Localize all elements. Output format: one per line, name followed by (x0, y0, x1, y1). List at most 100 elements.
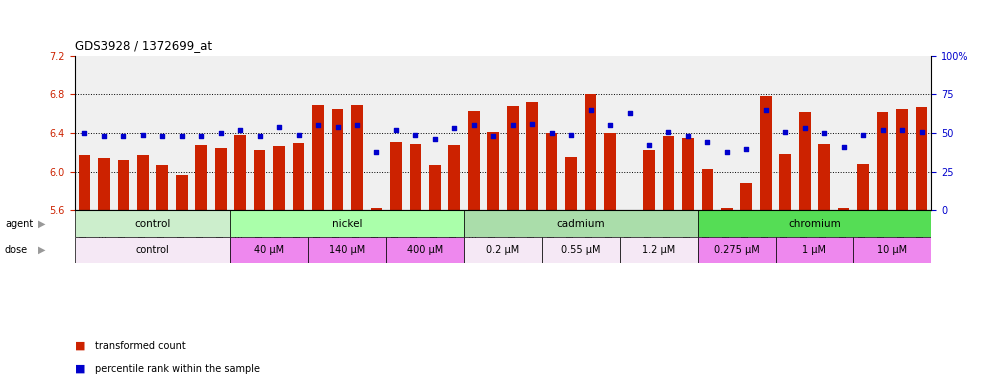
Bar (623, 210, 635, 214)
Text: dose: dose (5, 245, 28, 255)
Point (583, 107, 599, 113)
Bar (176, 175, 187, 210)
Point (134, 132, 150, 138)
Bar (896, 109, 908, 210)
Point (758, 107, 774, 113)
Text: agent: agent (5, 218, 33, 228)
Bar (854, 237, 931, 263)
Point (427, 136, 443, 142)
Point (563, 132, 579, 138)
Bar (662, 136, 674, 210)
Point (310, 122, 326, 128)
Bar (464, 237, 542, 263)
Point (524, 121, 540, 127)
Bar (858, 164, 869, 210)
Text: 1.2 μM: 1.2 μM (642, 245, 675, 255)
Bar (230, 237, 309, 263)
Point (407, 132, 423, 138)
Point (291, 132, 307, 138)
Bar (309, 237, 386, 263)
Bar (697, 237, 776, 263)
Point (349, 122, 365, 128)
Point (505, 122, 521, 128)
Bar (721, 209, 733, 210)
Point (544, 130, 560, 136)
Bar (682, 138, 694, 210)
Bar (215, 147, 226, 210)
Text: ▶: ▶ (38, 245, 46, 255)
Point (213, 130, 229, 136)
Point (856, 132, 872, 138)
Bar (799, 112, 811, 210)
Bar (546, 133, 558, 210)
Bar (542, 237, 620, 263)
Point (894, 127, 910, 133)
Text: 0.275 μM: 0.275 μM (714, 245, 760, 255)
Bar (566, 157, 577, 210)
Text: ▶: ▶ (38, 218, 46, 228)
Bar (371, 209, 382, 210)
Text: transformed count: transformed count (95, 341, 185, 351)
Point (797, 125, 813, 131)
Bar (487, 132, 499, 210)
Point (252, 133, 268, 139)
Point (777, 128, 793, 134)
Bar (195, 145, 207, 210)
Bar (838, 209, 850, 210)
Text: 40 μM: 40 μM (254, 245, 285, 255)
Bar (409, 144, 421, 210)
Bar (780, 154, 791, 210)
Bar (643, 151, 654, 210)
Text: 0.55 μM: 0.55 μM (561, 245, 601, 255)
Text: ■: ■ (75, 364, 86, 374)
Text: chromium: chromium (788, 218, 841, 228)
Point (96, 133, 112, 139)
Text: percentile rank within the sample: percentile rank within the sample (95, 364, 260, 374)
Point (680, 133, 696, 139)
Bar (468, 111, 480, 210)
Bar (75, 210, 230, 237)
Point (271, 124, 287, 130)
Bar (98, 158, 110, 210)
Point (738, 146, 754, 152)
Point (77, 130, 93, 136)
Bar (254, 151, 266, 210)
Point (622, 110, 637, 116)
Point (817, 130, 833, 136)
Point (173, 133, 189, 139)
Point (485, 133, 501, 139)
Bar (390, 142, 401, 210)
Bar (605, 133, 616, 210)
Point (874, 127, 890, 133)
Point (641, 142, 657, 149)
Text: nickel: nickel (332, 218, 363, 228)
Bar (429, 165, 440, 210)
Point (719, 149, 735, 155)
Bar (273, 146, 285, 210)
Text: control: control (134, 218, 170, 228)
Bar (526, 102, 538, 210)
Point (836, 144, 852, 150)
Point (466, 122, 482, 128)
Bar (697, 210, 931, 237)
Bar (312, 105, 324, 210)
Bar (230, 210, 464, 237)
Text: 0.2 μM: 0.2 μM (486, 245, 520, 255)
Bar (740, 183, 752, 210)
Point (154, 133, 170, 139)
Bar (701, 169, 713, 210)
Bar (760, 96, 772, 210)
Point (660, 128, 676, 134)
Bar (386, 237, 464, 263)
Point (602, 122, 618, 128)
Bar (507, 106, 519, 210)
Bar (234, 135, 246, 210)
Point (116, 133, 131, 139)
Text: 1 μM: 1 μM (803, 245, 827, 255)
Bar (915, 107, 927, 210)
Bar (464, 210, 697, 237)
Bar (79, 155, 91, 210)
Point (699, 139, 715, 146)
Point (913, 128, 929, 134)
Point (232, 127, 248, 133)
